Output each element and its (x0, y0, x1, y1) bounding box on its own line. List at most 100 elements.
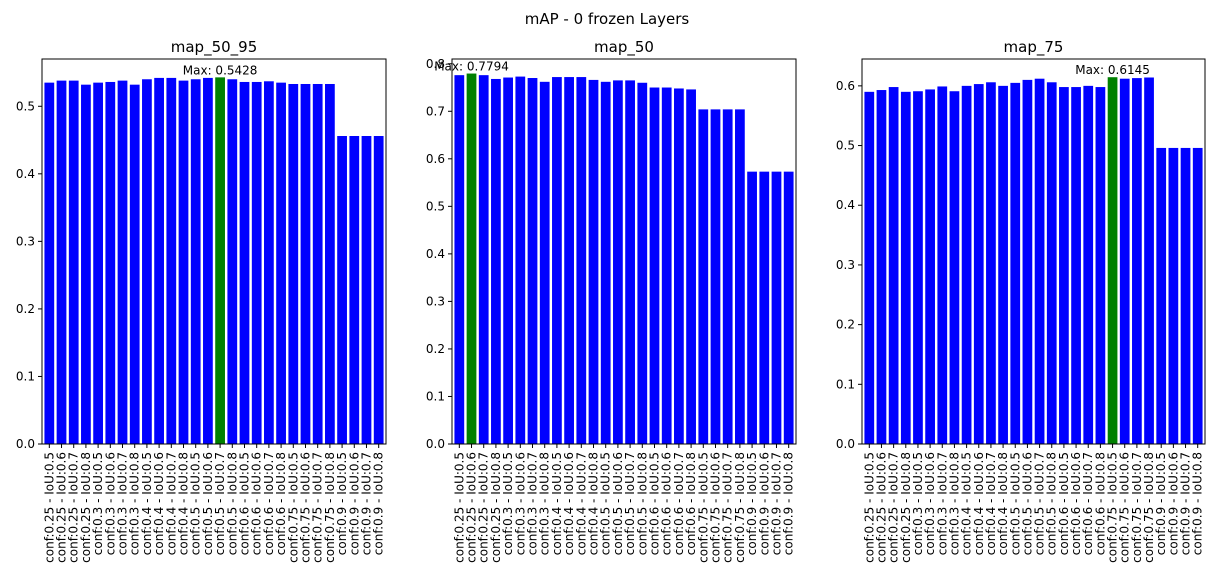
y-tick-label: 0.1 (426, 389, 445, 403)
max-annotation: Max: 0.6145 (1075, 63, 1150, 77)
chart-map-50: map_50 0.0 0.1 0.2 0.3 0.4 0.5 0.6 0.7 0.8 conf:0.… (426, 38, 797, 563)
bar (552, 77, 562, 444)
bar (661, 87, 672, 444)
bar (937, 86, 948, 444)
bar (300, 83, 311, 445)
x-tick-label: conf:0.25 - IoU:0.7 (887, 452, 901, 563)
x-tick-label: conf:0.3 - IoU:0.8 (128, 452, 142, 555)
x-tick-label: conf:0.3 - IoU:0.6 (923, 452, 937, 555)
bar (142, 79, 152, 445)
chart-map-75: map_75 0.0 0.1 0.2 0.3 0.4 0.5 0.6 conf:0.25 - I… (836, 38, 1206, 563)
bar (312, 83, 323, 445)
bar (588, 79, 599, 445)
chart-title: map_50 (594, 38, 654, 57)
y-tick-label: 0.4 (836, 198, 855, 212)
bar-max (466, 73, 477, 445)
x-tick-label: conf:0.25 - IoU:0.6 (55, 452, 69, 563)
x-tick-label: conf:0.5 - IoU:0.7 (213, 452, 227, 555)
bar (613, 80, 623, 444)
bar (56, 80, 67, 444)
bar (949, 91, 960, 445)
x-tick-label: conf:0.4 - IoU:0.8 (996, 452, 1010, 555)
x-tick-label: conf:0.9 - IoU:0.5 (335, 452, 349, 555)
x-tick-label: conf:0.25 - IoU:0.7 (477, 452, 491, 563)
x-tick-label: conf:0.6 - IoU:0.5 (647, 452, 661, 555)
x-tick-label: conf:0.3 - IoU:0.5 (911, 452, 925, 555)
y-tick-label: 0.0 (426, 437, 445, 451)
y-tick-label: 0.0 (836, 437, 855, 451)
max-annotation: Max: 0.5428 (183, 63, 258, 77)
figure-suptitle: mAP - 0 frozen Layers (525, 10, 690, 28)
bar (1059, 87, 1069, 444)
bar (1046, 82, 1057, 445)
x-tick-label: conf:0.4 - IoU:0.8 (177, 452, 191, 555)
x-tick-label: conf:0.3 - IoU:0.5 (91, 452, 105, 555)
x-tick-label: conf:0.6 - IoU:0.6 (660, 452, 674, 555)
bar (961, 85, 972, 444)
x-tick-label: conf:0.75 - IoU:0.8 (323, 452, 337, 563)
y-tick-label: 0.8 (426, 57, 445, 71)
axes-frame (451, 58, 797, 445)
x-tick-label: conf:0.5 - IoU:0.7 (623, 452, 637, 555)
bar (913, 91, 923, 445)
x-tick-label: conf:0.3 - IoU:0.7 (935, 452, 949, 555)
bar (1180, 147, 1191, 444)
max-annotation: Max: 0.7794 (434, 60, 509, 74)
y-tick-label: 0.5 (426, 199, 445, 213)
y-tick-label: 0.4 (426, 247, 445, 261)
x-tick-label: conf:0.6 - IoU:0.7 (672, 452, 686, 555)
bar (276, 82, 286, 444)
x-tick-label: conf:0.3 - IoU:0.6 (513, 452, 527, 555)
x-tick-label: conf:0.6 - IoU:0.6 (250, 452, 264, 555)
bar (998, 85, 1008, 444)
x-tick-label: conf:0.5 - IoU:0.5 (1008, 452, 1022, 555)
bar (129, 84, 140, 445)
x-tick-label: conf:0.5 - IoU:0.5 (599, 452, 613, 555)
x-tick-label: conf:0.3 - IoU:0.8 (538, 452, 552, 555)
bar (649, 87, 660, 444)
bar (154, 77, 164, 444)
x-tick-label: conf:0.5 - IoU:0.6 (611, 452, 625, 555)
x-tick-label: conf:0.6 - IoU:0.6 (1069, 452, 1083, 555)
y-tick-label: 0.6 (426, 152, 445, 166)
bar (239, 81, 250, 445)
bar (973, 84, 984, 445)
x-tick-label: conf:0.75 - IoU:0.8 (1142, 452, 1156, 563)
y-tick-label: 0.5 (836, 139, 855, 153)
bar (1034, 78, 1045, 444)
chart-title: map_50_95 (171, 38, 258, 57)
bar (637, 82, 648, 444)
bar-max (1107, 77, 1118, 444)
bar (900, 91, 911, 444)
x-tick-label: conf:0.4 - IoU:0.6 (972, 452, 986, 555)
x-tick-label: conf:0.75 - IoU:0.5 (286, 452, 300, 563)
x-tick-label: conf:0.75 - IoU:0.7 (721, 452, 735, 563)
bar (625, 80, 635, 444)
x-tick-label: conf:0.6 - IoU:0.5 (1057, 452, 1071, 555)
bar (515, 76, 526, 444)
bar (674, 88, 684, 444)
bar (93, 82, 103, 444)
bar (264, 81, 274, 444)
bar (759, 171, 770, 445)
bar (337, 136, 347, 444)
bar (686, 89, 696, 445)
bar (1132, 78, 1142, 445)
x-tick-label: conf:0.5 - IoU:0.8 (225, 452, 239, 555)
y-tick-label: 0.2 (426, 342, 445, 356)
bar (325, 83, 335, 445)
x-tick-label: conf:0.25 - IoU:0.8 (899, 452, 913, 563)
x-tick-label: conf:0.25 - IoU:0.5 (862, 452, 876, 563)
bar (1022, 79, 1033, 444)
x-tick-label: conf:0.75 - IoU:0.5 (696, 452, 710, 563)
bar (888, 87, 899, 444)
y-tick-label: 0.6 (836, 79, 855, 93)
x-tick-label: conf:0.5 - IoU:0.6 (1020, 452, 1034, 555)
bar (1144, 77, 1154, 444)
y-tick-label: 0.1 (836, 377, 855, 391)
bar (576, 77, 587, 444)
x-tick-label: conf:0.4 - IoU:0.5 (550, 452, 564, 555)
y-tick-label: 0.4 (16, 167, 35, 181)
x-tick-label: conf:0.9 - IoU:0.8 (1191, 452, 1205, 555)
bar (876, 90, 887, 444)
